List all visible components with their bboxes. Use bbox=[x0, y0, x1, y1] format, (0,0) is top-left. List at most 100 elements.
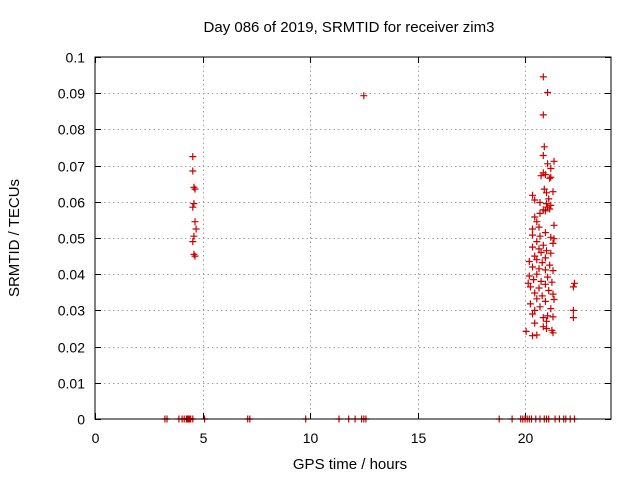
data-point bbox=[545, 287, 553, 294]
x-tick-label: 20 bbox=[518, 430, 534, 446]
x-tick-labels: 0 5 10 15 20 bbox=[92, 430, 534, 446]
data-point bbox=[544, 89, 552, 96]
x-tick-label: 15 bbox=[411, 430, 427, 446]
data-point bbox=[569, 306, 577, 314]
data-point bbox=[547, 173, 555, 181]
data-point bbox=[531, 289, 539, 297]
y-tick-label: 0.09 bbox=[58, 86, 85, 102]
y-tick-label: 0.05 bbox=[58, 231, 85, 247]
data-point bbox=[541, 229, 549, 237]
data-point bbox=[541, 171, 549, 179]
data-point bbox=[539, 314, 547, 322]
data-point bbox=[549, 313, 557, 321]
data-point bbox=[189, 238, 197, 246]
data-point bbox=[526, 283, 534, 291]
data-point bbox=[190, 250, 198, 258]
data-point bbox=[531, 196, 539, 204]
data-point bbox=[529, 243, 536, 251]
data-point bbox=[549, 188, 557, 196]
data-point bbox=[529, 332, 536, 340]
data-point bbox=[546, 261, 554, 269]
y-tick-label: 0.08 bbox=[58, 122, 85, 138]
data-point bbox=[192, 225, 200, 233]
data-point bbox=[533, 218, 541, 226]
data-point bbox=[524, 279, 532, 287]
data-point bbox=[543, 247, 550, 255]
data-point bbox=[538, 259, 546, 267]
data-point bbox=[549, 239, 557, 247]
y-tick-label: 0.03 bbox=[58, 303, 85, 319]
data-point bbox=[543, 189, 550, 197]
data-point bbox=[541, 280, 549, 288]
y-tick-label: 0.01 bbox=[58, 376, 85, 392]
data-point bbox=[531, 306, 539, 314]
data-point bbox=[529, 310, 536, 318]
data-point bbox=[190, 232, 198, 240]
data-point bbox=[541, 297, 549, 305]
data-point bbox=[533, 295, 541, 303]
data-point bbox=[539, 111, 547, 119]
data-point bbox=[536, 303, 544, 311]
data-point bbox=[569, 314, 577, 322]
data-point bbox=[522, 327, 530, 335]
data-point bbox=[541, 207, 549, 215]
data-point bbox=[569, 283, 577, 291]
y-tick-label: 0 bbox=[77, 412, 85, 428]
data-point bbox=[540, 185, 548, 193]
y-tick-label: 0.06 bbox=[58, 195, 85, 211]
data-point bbox=[546, 205, 554, 213]
data-point bbox=[191, 185, 199, 193]
data-point bbox=[526, 300, 534, 308]
data-point bbox=[536, 232, 544, 240]
x-tick-label: 10 bbox=[303, 430, 319, 446]
data-point bbox=[540, 143, 548, 151]
data-point bbox=[549, 329, 557, 337]
data-point bbox=[550, 296, 558, 303]
data-point bbox=[547, 165, 555, 172]
data-point bbox=[535, 223, 543, 231]
data-point bbox=[531, 213, 539, 221]
data-point bbox=[543, 200, 550, 208]
data-point bbox=[529, 263, 536, 271]
data-point bbox=[525, 272, 533, 280]
data-point bbox=[189, 203, 197, 211]
data-point bbox=[544, 312, 552, 320]
x-tick-label: 0 bbox=[92, 430, 100, 446]
data-point bbox=[529, 225, 536, 233]
y-tick-label: 0.1 bbox=[66, 50, 86, 66]
data-point bbox=[544, 273, 552, 281]
data-point bbox=[543, 317, 550, 325]
data-point bbox=[529, 191, 536, 199]
data-point bbox=[525, 258, 533, 265]
data-point bbox=[547, 233, 555, 241]
data-point bbox=[547, 201, 555, 209]
data-point bbox=[539, 73, 547, 81]
grid-lines bbox=[95, 57, 611, 419]
axis-ticks bbox=[95, 57, 611, 420]
data-point bbox=[549, 290, 557, 298]
data-point bbox=[539, 152, 547, 159]
data-point bbox=[544, 160, 552, 168]
data-points bbox=[161, 73, 578, 423]
data-point bbox=[189, 153, 197, 161]
data-point bbox=[531, 319, 539, 327]
data-point bbox=[543, 325, 550, 332]
data-point bbox=[535, 284, 543, 292]
data-point bbox=[533, 331, 541, 339]
data-point bbox=[538, 292, 546, 300]
data-point bbox=[537, 277, 545, 285]
data-point bbox=[533, 256, 541, 264]
data-point bbox=[571, 279, 578, 287]
data-point bbox=[535, 245, 543, 253]
y-axis-label: SRMTID / TECUs bbox=[6, 179, 23, 297]
data-point bbox=[536, 209, 544, 217]
data-point bbox=[548, 278, 556, 286]
data-point bbox=[541, 254, 549, 262]
data-point bbox=[546, 174, 554, 182]
x-tick-label: 5 bbox=[200, 430, 208, 446]
data-point bbox=[189, 167, 197, 175]
y-tick-label: 0.02 bbox=[58, 340, 85, 356]
data-point bbox=[550, 235, 558, 243]
data-point bbox=[190, 200, 198, 208]
x-axis-label: GPS time / hours bbox=[293, 456, 407, 473]
